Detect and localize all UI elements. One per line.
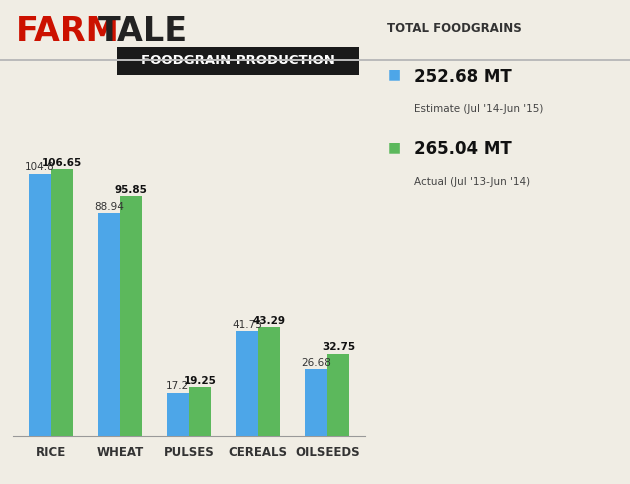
Text: 265.04 MT: 265.04 MT	[414, 140, 512, 158]
Text: TALE: TALE	[98, 15, 188, 47]
Bar	[28, 174, 50, 436]
Bar	[98, 213, 120, 436]
Text: 32.75: 32.75	[322, 343, 355, 352]
Text: TOTAL FOODGRAINS: TOTAL FOODGRAINS	[387, 22, 522, 35]
Text: 95.85: 95.85	[115, 185, 147, 195]
Text: 41.75: 41.75	[232, 320, 262, 330]
Text: FOODGRAIN PRODUCTION: FOODGRAIN PRODUCTION	[141, 55, 335, 67]
Text: 19.25: 19.25	[183, 376, 217, 386]
Text: FARM: FARM	[16, 15, 120, 47]
Text: 26.68: 26.68	[301, 358, 331, 368]
Text: Actual (Jul '13-Jun '14): Actual (Jul '13-Jun '14)	[414, 177, 530, 187]
Text: Estimate (Jul '14-Jun '15): Estimate (Jul '14-Jun '15)	[414, 104, 543, 114]
Bar	[305, 369, 328, 436]
Bar	[328, 354, 350, 436]
Bar	[236, 331, 258, 436]
Text: 106.65: 106.65	[42, 158, 82, 167]
Text: 17.2: 17.2	[166, 381, 190, 392]
Text: 88.94: 88.94	[94, 202, 123, 212]
Text: ■: ■	[387, 68, 401, 82]
Bar	[50, 169, 73, 436]
Text: 43.29: 43.29	[253, 316, 286, 326]
Text: 104.8: 104.8	[25, 162, 54, 172]
Bar	[189, 388, 211, 436]
Bar	[167, 393, 189, 436]
Text: 252.68 MT: 252.68 MT	[414, 68, 512, 86]
Bar	[258, 327, 280, 436]
Bar	[120, 196, 142, 436]
Text: ■: ■	[387, 140, 401, 154]
